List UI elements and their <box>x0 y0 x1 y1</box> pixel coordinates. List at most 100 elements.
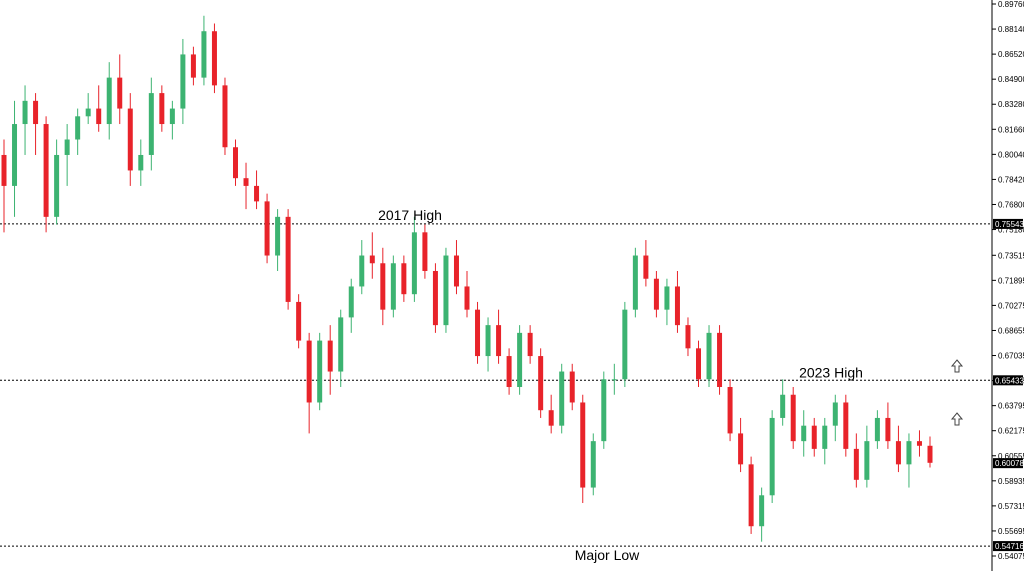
candle <box>916 430 922 457</box>
candle <box>580 394 586 504</box>
candle <box>527 325 533 364</box>
tick-label: 0.62175 <box>998 427 1024 436</box>
candle-body <box>443 255 449 326</box>
candle-body <box>590 441 596 488</box>
candle <box>811 417 817 457</box>
candle <box>64 124 70 186</box>
candle <box>243 162 249 210</box>
tick-label: 0.63795 <box>998 402 1024 411</box>
candle <box>254 170 260 210</box>
tick-label: 0.54075 <box>998 552 1024 561</box>
candle <box>453 240 459 295</box>
candle <box>348 278 354 333</box>
candle-body <box>222 85 228 148</box>
level-price-box <box>993 541 1023 552</box>
candle-body <box>285 216 291 302</box>
tick-label: 0.67035 <box>998 352 1024 361</box>
candle-body <box>822 425 828 449</box>
candle <box>727 379 733 442</box>
level-annotation: 2023 High <box>799 364 863 380</box>
candle <box>506 348 512 395</box>
candle <box>180 38 186 125</box>
candle-body <box>317 340 323 403</box>
candle-body <box>12 124 18 186</box>
candle <box>443 247 449 333</box>
candle <box>590 433 596 496</box>
candle <box>895 425 901 473</box>
candle-body <box>538 356 544 411</box>
candle-body <box>790 394 796 442</box>
tick-label: 0.58935 <box>998 477 1024 486</box>
candle-body <box>916 441 922 446</box>
candle-body <box>506 356 512 388</box>
candle-body <box>264 201 270 256</box>
candle-body <box>696 348 701 380</box>
tick-label: 0.73515 <box>998 251 1024 260</box>
candle-body <box>338 317 344 372</box>
candle-body <box>453 255 459 287</box>
candle <box>233 139 238 186</box>
candle-body <box>254 185 260 202</box>
candle <box>538 348 544 418</box>
candle-body <box>611 379 617 381</box>
candle-body <box>233 147 238 179</box>
candle <box>338 309 344 388</box>
candle-body <box>685 325 691 349</box>
candle <box>22 85 28 155</box>
candle <box>1 139 7 233</box>
candle-body <box>759 495 765 527</box>
candle <box>706 325 712 388</box>
candle-body <box>432 270 438 326</box>
candle-body <box>117 77 123 109</box>
candle <box>159 85 165 132</box>
current-price-box <box>993 458 1023 469</box>
candle <box>138 139 144 186</box>
candle-body <box>780 394 786 418</box>
candle <box>12 100 18 217</box>
candle-body <box>717 332 723 388</box>
candle-body <box>190 54 196 78</box>
candle <box>653 270 659 318</box>
candle-body <box>832 402 838 426</box>
tick-label: 0.68655 <box>998 326 1024 335</box>
candle-body <box>906 441 912 465</box>
candle-body <box>306 340 312 403</box>
candle-body <box>748 464 754 527</box>
candle-body <box>359 255 365 287</box>
candle-body <box>33 100 39 125</box>
candle-body <box>674 286 680 326</box>
candle-body <box>601 379 607 442</box>
candle <box>611 363 617 395</box>
candle <box>738 417 744 473</box>
candle-body <box>127 108 133 171</box>
candle-body <box>559 371 565 426</box>
candle-body <box>96 108 102 125</box>
candle <box>148 77 154 171</box>
up-arrow-icon <box>950 412 964 426</box>
candle <box>685 317 691 357</box>
candle <box>411 216 417 302</box>
candle-body <box>22 100 28 125</box>
candle <box>306 332 312 434</box>
candle-body <box>927 445 933 463</box>
level-annotation: Major Low <box>575 547 640 563</box>
candle-body <box>801 425 807 442</box>
candle-body <box>738 433 744 465</box>
candle <box>622 301 628 388</box>
candle <box>769 410 775 504</box>
candle <box>296 294 302 349</box>
candle-body <box>422 232 428 271</box>
candle <box>822 417 828 465</box>
candle <box>485 317 491 372</box>
candle <box>853 433 859 488</box>
candle <box>559 363 565 434</box>
current-price-label: 0.60078 <box>995 459 1024 468</box>
